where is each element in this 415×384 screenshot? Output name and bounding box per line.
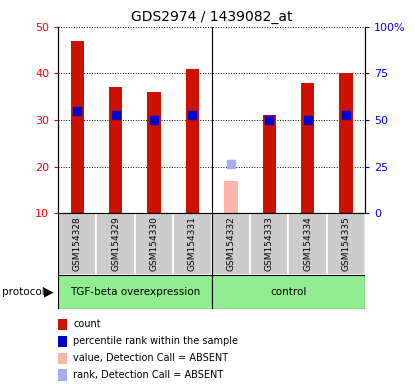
Bar	[58, 213, 96, 275]
Bar	[212, 213, 250, 275]
Bar	[186, 69, 199, 213]
Text: GSM154330: GSM154330	[149, 217, 159, 271]
Text: TGF-beta overexpression: TGF-beta overexpression	[70, 287, 200, 297]
Bar	[212, 275, 365, 309]
Text: GSM154331: GSM154331	[188, 217, 197, 271]
Bar	[71, 41, 84, 213]
Text: GSM154333: GSM154333	[265, 217, 274, 271]
Point	[74, 108, 81, 114]
Bar	[58, 275, 212, 309]
Text: percentile rank within the sample: percentile rank within the sample	[73, 336, 239, 346]
Text: protocol: protocol	[2, 287, 45, 297]
Text: control: control	[270, 287, 307, 297]
Text: GSM154329: GSM154329	[111, 217, 120, 271]
Bar	[250, 213, 288, 275]
Bar	[135, 213, 173, 275]
Text: value, Detection Call = ABSENT: value, Detection Call = ABSENT	[73, 353, 229, 363]
Text: rank, Detection Call = ABSENT: rank, Detection Call = ABSENT	[73, 370, 224, 380]
Bar	[147, 92, 161, 213]
Point	[189, 112, 196, 118]
Text: count: count	[73, 319, 101, 329]
Point	[343, 112, 349, 118]
Bar	[288, 213, 327, 275]
Point	[112, 112, 119, 118]
Bar	[301, 83, 314, 213]
Text: GSM154335: GSM154335	[342, 217, 351, 271]
Bar	[173, 213, 212, 275]
Text: GSM154328: GSM154328	[73, 217, 82, 271]
Title: GDS2974 / 1439082_at: GDS2974 / 1439082_at	[131, 10, 293, 25]
Point	[151, 117, 157, 123]
Text: GSM154334: GSM154334	[303, 217, 312, 271]
Bar	[327, 213, 365, 275]
Point	[266, 117, 273, 123]
Bar	[96, 213, 135, 275]
Bar	[109, 88, 122, 213]
Bar	[263, 115, 276, 213]
Text: ▶: ▶	[44, 285, 54, 298]
Bar	[339, 73, 353, 213]
Text: GSM154332: GSM154332	[226, 217, 235, 271]
Point	[304, 117, 311, 123]
Bar	[224, 180, 237, 213]
Point	[227, 161, 234, 167]
